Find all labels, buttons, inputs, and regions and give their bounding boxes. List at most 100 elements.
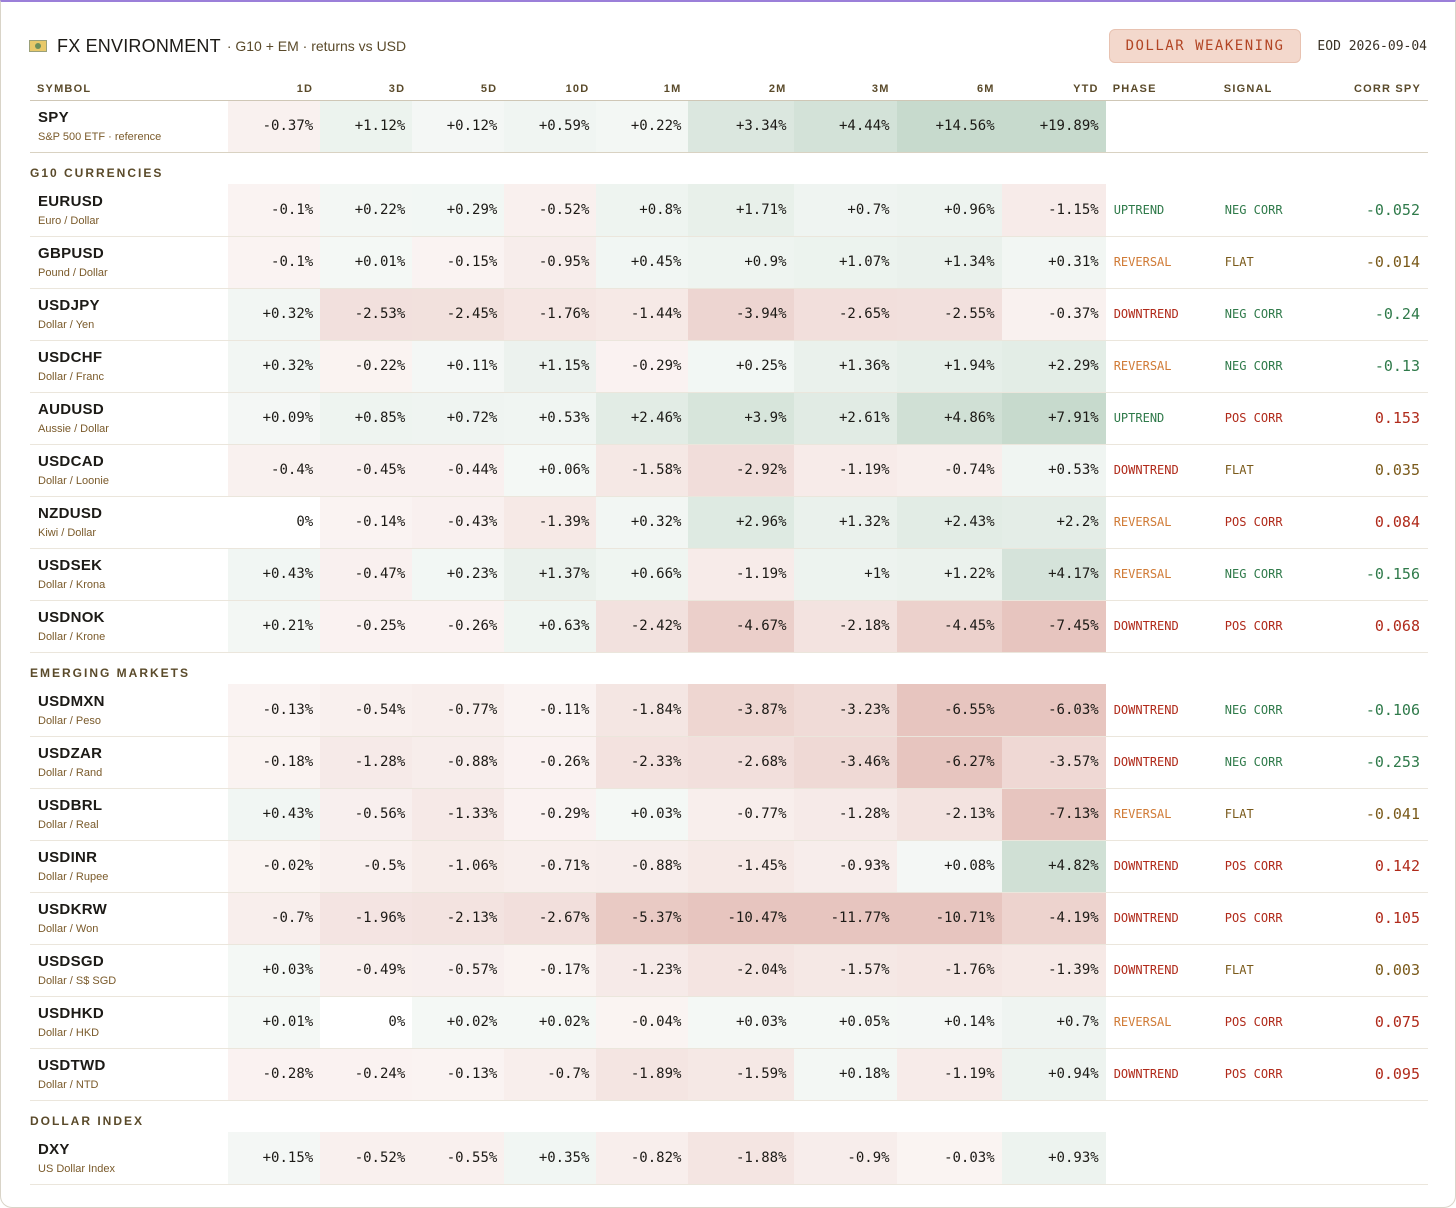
return-cell-10d: +0.02%: [504, 996, 597, 1049]
symbol-description: Euro / Dollar: [38, 214, 100, 227]
symbol-cell: SPY S&P 500 ETF · reference: [30, 100, 229, 153]
corr-spy-cell: 0.084: [1326, 496, 1428, 549]
signal-cell: NEG CORR: [1216, 340, 1327, 393]
table-row[interactable]: USDBRL Dollar / Real +0.43% -0.56% -1.33% -0.…: [30, 788, 1428, 841]
table-row[interactable]: USDJPY Dollar / Yen +0.32% -2.53% -2.45% -1.7…: [30, 288, 1428, 341]
return-cell-3d: -0.54%: [320, 684, 413, 737]
table-row[interactable]: USDSEK Dollar / Krona +0.43% -0.47% +0.23% +1…: [30, 548, 1428, 601]
table-row[interactable]: EURUSD Euro / Dollar -0.1% +0.22% +0.29% -0.5…: [30, 184, 1428, 237]
symbol-description: Dollar / Yen: [38, 319, 95, 331]
return-cell-3m: -1.28%: [793, 788, 897, 841]
signal-cell: FLAT: [1216, 444, 1327, 497]
header-ytd[interactable]: YTD: [1001, 78, 1106, 101]
return-cell-3d: -2.53%: [320, 288, 413, 341]
return-cell-1d: +0.43%: [228, 548, 321, 601]
return-cell-1d: +0.03%: [228, 944, 321, 997]
header-2m[interactable]: 2M: [688, 78, 794, 101]
return-cell-2m: +0.9%: [688, 236, 794, 289]
header-6m[interactable]: 6M: [896, 78, 1002, 101]
symbol-description: US Dollar Index: [38, 1162, 116, 1175]
return-cell-1d: -0.18%: [228, 736, 321, 789]
symbol-cell: DXY US Dollar Index: [30, 1132, 229, 1185]
table-row[interactable]: USDHKD Dollar / HKD +0.01% 0% +0.02% +0.02% -0…: [30, 996, 1428, 1049]
return-cell-1d: +0.32%: [228, 340, 321, 393]
header-1m[interactable]: 1M: [596, 78, 689, 101]
symbol-description: Kiwi / Dollar: [38, 527, 97, 539]
symbol-description: S&P 500 ETF · reference: [38, 131, 162, 143]
return-cell-3d: +0.01%: [320, 236, 413, 289]
return-cell-ytd: -6.03%: [1001, 684, 1106, 737]
return-cell-6m: +0.96%: [896, 184, 1002, 237]
return-cell-2m: -1.59%: [688, 1048, 794, 1101]
panel-header: FX ENVIRONMENT · G10 + EM · returns vs U…: [29, 28, 1427, 64]
phase-cell: UPTREND: [1105, 392, 1217, 445]
return-cell-10d: +0.63%: [504, 600, 597, 653]
return-cell-3d: -1.96%: [320, 892, 413, 945]
return-cell-1d: -0.37%: [228, 100, 321, 153]
reference-row[interactable]: SPY S&P 500 ETF · reference -0.37% +1.12% +0…: [30, 100, 1428, 153]
header-3m[interactable]: 3M: [793, 78, 897, 101]
return-cell-2m: -10.47%: [688, 892, 794, 945]
table-row[interactable]: USDCAD Dollar / Loonie -0.4% -0.45% -0.44% +0…: [30, 444, 1428, 497]
corr-spy-cell: -0.041: [1326, 788, 1428, 841]
symbol-name: USDKRW: [38, 901, 108, 918]
header-5d[interactable]: 5D: [412, 78, 505, 101]
symbol-name: USDZAR: [38, 745, 103, 762]
return-cell-3m: -11.77%: [793, 892, 897, 945]
table-row[interactable]: NZDUSD Kiwi / Dollar 0% -0.14% -0.43% -1.39% +…: [30, 496, 1428, 549]
header-3d[interactable]: 3D: [320, 78, 413, 101]
section-title: EMERGING MARKETS: [30, 666, 191, 681]
symbol-description: Dollar / S$ SGD: [38, 975, 117, 987]
table-row[interactable]: USDNOK Dollar / Krone +0.21% -0.25% -0.26% +0…: [30, 600, 1428, 653]
table-row[interactable]: USDZAR Dollar / Rand -0.18% -1.28% -0.88% -0.…: [30, 736, 1428, 789]
symbol-name: USDHKD: [38, 1005, 104, 1022]
return-cell-3d: -1.28%: [320, 736, 413, 789]
table-row[interactable]: USDINR Dollar / Rupee -0.02% -0.5% -1.06% -0.…: [30, 840, 1428, 893]
eod-date: EOD 2026-09-04: [1317, 38, 1427, 54]
symbol-name: USDNOK: [38, 609, 105, 626]
return-cell-2m: +1.71%: [688, 184, 794, 237]
symbol-description: Dollar / Won: [38, 923, 99, 935]
symbol-cell: USDNOK Dollar / Krone: [30, 600, 229, 653]
symbol-name: USDCHF: [38, 349, 103, 366]
corr-spy-cell: -0.24: [1326, 288, 1428, 341]
header-symbol[interactable]: SYMBOL: [30, 78, 229, 101]
return-cell-ytd: +0.53%: [1001, 444, 1106, 497]
table-row[interactable]: USDMXN Dollar / Peso -0.13% -0.54% -0.77% -0.…: [30, 684, 1428, 737]
return-cell-1d: -0.28%: [228, 1048, 321, 1101]
return-cell-1m: -1.44%: [596, 288, 689, 341]
phase-cell: DOWNTREND: [1105, 1048, 1217, 1101]
table-row[interactable]: USDCHF Dollar / Franc +0.32% -0.22% +0.11% +1…: [30, 340, 1428, 393]
symbol-description: Dollar / NTD: [38, 1079, 99, 1091]
table-row[interactable]: USDKRW Dollar / Won -0.7% -1.96% -2.13% -2.67…: [30, 892, 1428, 945]
header-corr-spy[interactable]: CORR SPY: [1326, 78, 1428, 101]
table-row[interactable]: AUDUSD Aussie / Dollar +0.09% +0.85% +0.72% +…: [30, 392, 1428, 445]
table-row[interactable]: DXY US Dollar Index +0.15% -0.52% -0.55% +0.3…: [30, 1132, 1428, 1185]
return-cell-5d: -0.44%: [412, 444, 505, 497]
symbol-name: USDINR: [38, 849, 98, 866]
return-cell-3m: -1.19%: [793, 444, 897, 497]
header-10d[interactable]: 10D: [504, 78, 597, 101]
table-row[interactable]: GBPUSD Pound / Dollar -0.1% +0.01% -0.15% -0.…: [30, 236, 1428, 289]
symbol-name: USDJPY: [38, 297, 100, 314]
return-cell-6m: +1.94%: [896, 340, 1002, 393]
return-cell-5d: -2.13%: [412, 892, 505, 945]
header-phase[interactable]: PHASE: [1105, 78, 1217, 101]
table-row[interactable]: USDTWD Dollar / NTD -0.28% -0.24% -0.13% -0.7…: [30, 1048, 1428, 1101]
signal-cell: FLAT: [1216, 236, 1327, 289]
table-row[interactable]: USDSGD Dollar / S$ SGD +0.03% -0.49% -0.57% -…: [30, 944, 1428, 997]
header-1d[interactable]: 1D: [228, 78, 321, 101]
symbol-cell: EURUSD Euro / Dollar: [30, 184, 229, 237]
return-cell-6m: +4.86%: [896, 392, 1002, 445]
return-cell-ytd: +0.7%: [1001, 996, 1106, 1049]
return-cell-5d: -0.77%: [412, 684, 505, 737]
return-cell-3m: +1.32%: [793, 496, 897, 549]
return-cell-ytd: +2.2%: [1001, 496, 1106, 549]
return-cell-1d: -0.1%: [228, 236, 321, 289]
return-cell-3m: +1%: [793, 548, 897, 601]
header-signal[interactable]: SIGNAL: [1216, 78, 1327, 101]
return-cell-3d: +1.12%: [320, 100, 413, 153]
return-cell-ytd: -7.13%: [1001, 788, 1106, 841]
symbol-cell: USDINR Dollar / Rupee: [30, 840, 229, 893]
